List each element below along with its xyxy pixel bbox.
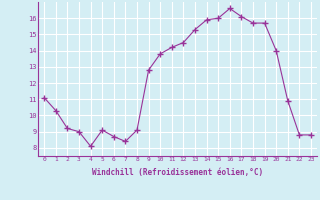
X-axis label: Windchill (Refroidissement éolien,°C): Windchill (Refroidissement éolien,°C) [92,168,263,177]
